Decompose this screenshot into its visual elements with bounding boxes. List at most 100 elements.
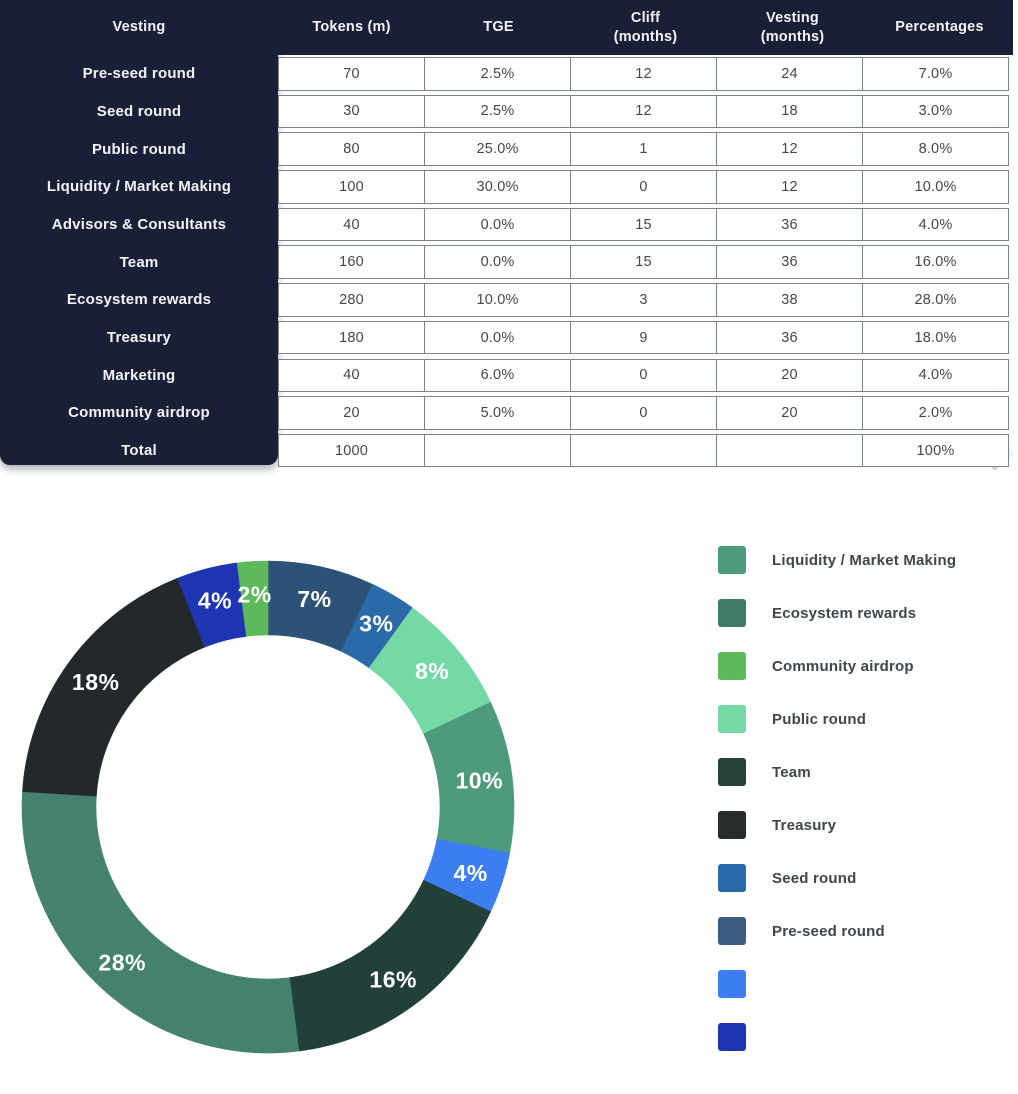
legend-swatch <box>718 758 746 786</box>
header-cell-label: TGE <box>483 19 514 36</box>
table-cell: 18.0% <box>862 320 1009 355</box>
table-cell: 15 <box>570 207 717 242</box>
legend-swatch <box>718 652 746 680</box>
table-cell: 160 <box>278 245 425 279</box>
header-cell-vesting: Vesting <box>0 0 278 55</box>
header-cell-cliff-months: Cliff (months) <box>572 0 719 55</box>
table-cell: 3.0% <box>862 94 1009 129</box>
table-cell: 12 <box>716 132 863 166</box>
legend-label: Seed round <box>772 869 857 887</box>
slice-percent-label: 28% <box>98 949 146 975</box>
table-cell: 28.0% <box>862 283 1009 317</box>
table-row-ecosystem-rewards: Ecosystem rewards 280 10.0% 3 38 28.0% <box>0 283 1013 317</box>
table-cell: 0 <box>570 358 717 392</box>
legend-item-community-airdrop: Community airdrop <box>718 652 1018 680</box>
legend-swatch <box>718 705 746 733</box>
legend-label: Public round <box>772 710 867 728</box>
slice-percent-label: 4% <box>198 588 232 614</box>
table-cell: 36 <box>716 207 863 242</box>
table-row-team: Team 160 0.0% 15 36 16.0% <box>0 245 1013 279</box>
table-cell <box>570 433 717 468</box>
row-label: Marketing <box>102 366 176 384</box>
header-cell-label: Tokens (m) <box>312 19 391 36</box>
table-cell: 2.5% <box>424 57 571 91</box>
slice-percent-label: 10% <box>456 767 504 793</box>
table-cell: 10.0% <box>862 170 1009 204</box>
table-cell: 1 <box>570 132 717 166</box>
table-cell: 12 <box>570 57 717 91</box>
legend-label: Pre-seed round <box>772 922 885 940</box>
table-cell: 3 <box>570 283 717 317</box>
table-cell: 5.0% <box>424 396 571 430</box>
table-cell: 24 <box>716 57 863 91</box>
header-cell-label: Vesting (months) <box>760 10 825 45</box>
table-cell: 20 <box>278 396 425 430</box>
table-row-public-round: Public round 80 25.0% 1 12 8.0% <box>0 132 1013 166</box>
row-label: Public round <box>91 140 187 158</box>
row-label: Ecosystem rewards <box>66 291 212 309</box>
legend-label: Community airdrop <box>772 657 914 675</box>
row-label: Liquidity / Market Making <box>46 178 232 196</box>
table-cell: 10.0% <box>424 283 571 317</box>
legend-item-team: Team <box>718 758 1018 786</box>
table-row-liquidity-market-making: Liquidity / Market Making 100 30.0% 0 12 10.0… <box>0 170 1013 204</box>
table-body: Pre-seed round 70 2.5% 12 24 7.0% Seed round 30… <box>0 57 1013 472</box>
table-cell: 0.0% <box>424 320 571 355</box>
legend-swatch <box>718 1023 746 1051</box>
table-cell: 70 <box>278 57 425 91</box>
legend-item-blank <box>718 970 1018 998</box>
row-label: Team <box>119 253 159 271</box>
donut-slice-ecosystem-rewards <box>21 791 300 1054</box>
header-cell-vesting-months: Vesting (months) <box>719 0 866 55</box>
table-row-marketing: Marketing 40 6.0% 0 20 4.0% <box>0 358 1013 392</box>
legend-item-seed-round: Seed round <box>718 864 1018 892</box>
legend-item-public-round: Public round <box>718 705 1018 733</box>
slice-percent-label: 7% <box>297 586 331 612</box>
table-cell <box>424 433 571 468</box>
donut-slice-community-airdrop <box>236 560 269 637</box>
table-row-community-airdrop: Community airdrop 20 5.0% 0 20 2.0% <box>0 396 1013 430</box>
legend-label: Liquidity / Market Making <box>772 551 957 569</box>
legend-item-ecosystem-rewards: Ecosystem rewards <box>718 599 1018 627</box>
legend-swatch <box>718 864 746 892</box>
table-cell: 9 <box>570 320 717 355</box>
tokenomics-table: Vesting Tokens (m) TGE Cliff (months) Vestin… <box>0 0 1015 480</box>
table-cell: 20 <box>716 358 863 392</box>
slice-percent-label: 18% <box>72 669 120 695</box>
table-cell: 0.0% <box>424 245 571 279</box>
table-cell: 2.0% <box>862 396 1009 430</box>
slice-percent-label: 16% <box>369 966 417 992</box>
table-cell: 30 <box>278 94 425 129</box>
table-cell: 36 <box>716 245 863 279</box>
table-row-treasury: Treasury 180 0.0% 9 36 18.0% <box>0 320 1013 355</box>
row-label: Pre-seed round <box>82 65 196 83</box>
table-cell: 30.0% <box>424 170 571 204</box>
slice-percent-label: 8% <box>415 658 449 684</box>
table-header-row: Vesting Tokens (m) TGE Cliff (months) Vestin… <box>0 0 1013 55</box>
header-cell-percentages: Percentages <box>866 0 1013 55</box>
table-cell: 6.0% <box>424 358 571 392</box>
slice-percent-label: 2% <box>237 581 271 607</box>
table-cell: 180 <box>278 320 425 355</box>
slice-percent-label: 4% <box>453 860 487 886</box>
legend-item-pre-seed-round: Pre-seed round <box>718 917 1018 945</box>
table-cell: 20 <box>716 396 863 430</box>
table-cell: 4.0% <box>862 207 1009 242</box>
legend-label: Team <box>772 763 811 781</box>
row-label: Seed round <box>96 102 182 120</box>
legend-swatch <box>718 917 746 945</box>
legend-swatch <box>718 599 746 627</box>
table-cell: 12 <box>570 94 717 129</box>
table-cell: 25.0% <box>424 132 571 166</box>
table-row-seed-round: Seed round 30 2.5% 12 18 3.0% <box>0 94 1013 129</box>
legend-item-liquidity-market-making: Liquidity / Market Making <box>718 546 1018 574</box>
table-cell: 18 <box>716 94 863 129</box>
table-cell: 40 <box>278 358 425 392</box>
table-cell: 36 <box>716 320 863 355</box>
table-cell: 2.5% <box>424 94 571 129</box>
legend-item-blank <box>718 1023 1018 1051</box>
legend-swatch <box>718 546 746 574</box>
table-cell: 16.0% <box>862 245 1009 279</box>
header-cell-label: Percentages <box>895 19 984 36</box>
table-cell: 0.0% <box>424 207 571 242</box>
